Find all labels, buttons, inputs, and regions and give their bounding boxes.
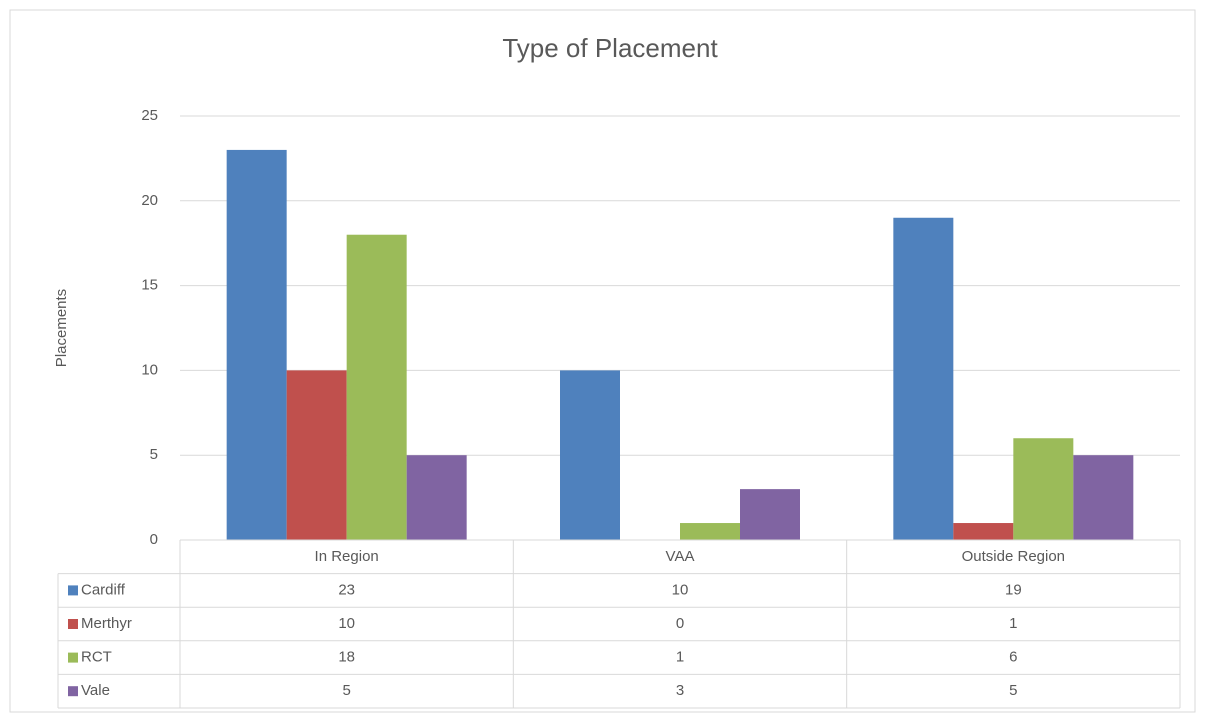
table-value: 18 <box>338 649 355 666</box>
table-value: 0 <box>676 615 684 632</box>
bar <box>893 217 954 540</box>
table-value: 10 <box>338 615 355 632</box>
table-value: 1 <box>676 649 684 666</box>
bar <box>1013 438 1074 540</box>
table-value: 10 <box>672 581 689 598</box>
bar <box>406 455 467 540</box>
y-tick-label: 0 <box>150 531 158 548</box>
chart-border <box>9 9 1196 713</box>
table-value: 3 <box>676 682 684 699</box>
legend-label: Vale <box>81 682 110 699</box>
legend-swatch <box>68 652 78 663</box>
legend-swatch <box>68 585 78 596</box>
y-tick-label: 10 <box>141 361 158 378</box>
y-axis-label: Placements <box>53 289 70 367</box>
bar <box>740 489 800 540</box>
y-tick-label: 5 <box>150 446 158 463</box>
table-value: 23 <box>338 581 355 598</box>
legend-label: RCT <box>81 649 112 666</box>
table-value: 5 <box>342 682 350 699</box>
bar <box>953 523 1014 540</box>
y-tick-label: 25 <box>141 107 158 124</box>
x-tick-label: In Region <box>315 548 379 565</box>
table-value: 5 <box>1009 682 1017 699</box>
legend-label: Merthyr <box>81 615 132 632</box>
bar <box>226 149 287 541</box>
table-value: 19 <box>1005 581 1022 598</box>
legend-swatch <box>68 619 78 629</box>
bar <box>1073 455 1134 540</box>
table-value: 6 <box>1009 649 1017 666</box>
chart-title: Type of Placement <box>502 33 718 63</box>
bar <box>346 234 407 540</box>
legend-swatch <box>68 686 78 697</box>
y-tick-label: 20 <box>141 192 158 209</box>
bar <box>560 370 620 540</box>
bar <box>286 370 347 540</box>
x-tick-label: Outside Region <box>962 548 1065 565</box>
legend-label: Cardiff <box>81 581 126 598</box>
y-tick-label: 15 <box>141 277 158 294</box>
table-value: 1 <box>1009 615 1017 632</box>
bar <box>680 523 740 540</box>
x-tick-label: VAA <box>666 548 695 565</box>
